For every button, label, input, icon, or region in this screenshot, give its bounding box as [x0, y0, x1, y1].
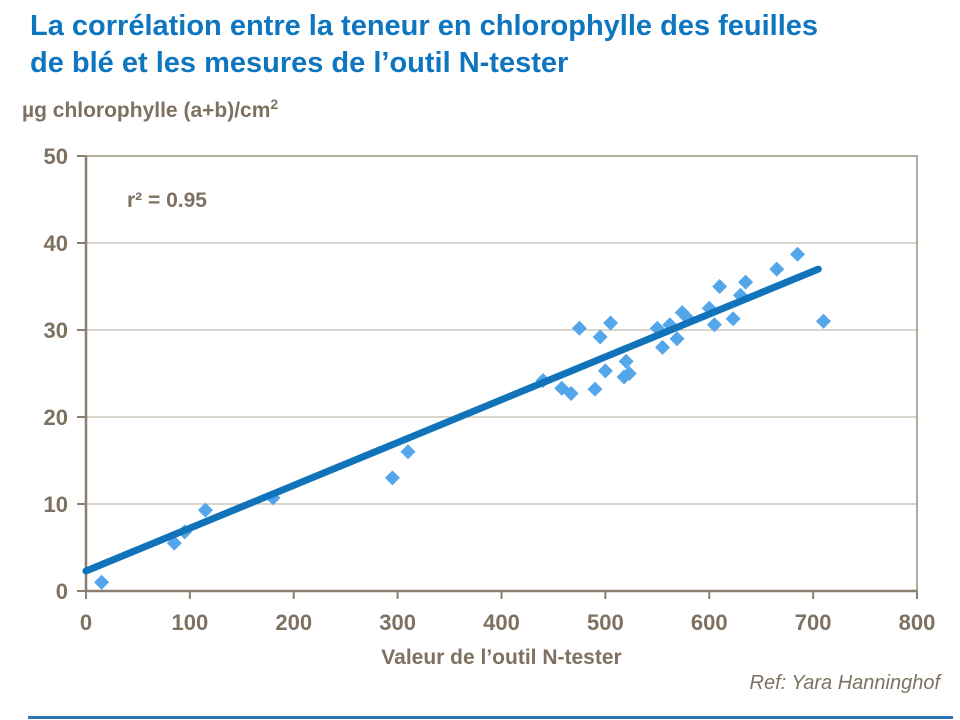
data-point: [816, 313, 832, 329]
y-axis-unit-superscript: 2: [270, 96, 279, 112]
y-tick-label: 40: [44, 231, 68, 256]
data-point: [571, 320, 587, 336]
data-point: [94, 574, 110, 590]
data-point: [400, 444, 416, 460]
y-axis-unit-text: µg chlorophylle (a+b)/cm: [22, 99, 271, 122]
data-point: [621, 366, 637, 381]
data-point: [655, 339, 671, 355]
data-point: [790, 246, 806, 262]
x-axis-title: Valeur de l’outil N-tester: [381, 646, 622, 669]
data-point: [738, 274, 754, 290]
x-tick-label: 600: [691, 610, 728, 635]
plot-border: [85, 155, 918, 592]
data-point: [618, 353, 634, 369]
x-tick-label: 500: [587, 610, 624, 635]
y-tick-label: 10: [44, 492, 68, 517]
data-point: [769, 261, 785, 277]
x-tick-label: 100: [172, 610, 209, 635]
data-point: [712, 279, 728, 294]
r-squared-annotation: r² = 0.95: [127, 189, 207, 212]
data-point: [563, 386, 579, 402]
data-point: [197, 502, 213, 518]
data-point: [725, 311, 741, 327]
y-tick-label: 20: [44, 405, 68, 430]
data-point: [669, 331, 685, 347]
y-axis-unit-label: µg chlorophylle (a+b)/cm2: [22, 96, 278, 123]
data-point: [587, 381, 603, 397]
y-tick-label: 30: [44, 318, 68, 343]
x-tick-label: 800: [899, 610, 936, 635]
data-point: [706, 317, 722, 333]
x-tick-label: 200: [275, 610, 312, 635]
reference-note: Ref: Yara Hanninghof: [749, 672, 941, 694]
chart-title: La corrélation entre la teneur en chloro…: [30, 10, 819, 79]
x-tick-label: 400: [483, 610, 520, 635]
data-point: [603, 315, 619, 331]
x-tick-label: 700: [795, 610, 832, 635]
y-tick-label: 0: [56, 579, 68, 604]
data-point: [592, 329, 608, 345]
bottom-accent-bar: [28, 716, 953, 719]
x-tick-label: 300: [379, 610, 416, 635]
y-tick-label: 50: [44, 144, 68, 169]
data-point: [384, 470, 400, 486]
trendline: [82, 265, 822, 575]
x-tick-label: 0: [80, 610, 92, 635]
data-point: [597, 363, 613, 379]
